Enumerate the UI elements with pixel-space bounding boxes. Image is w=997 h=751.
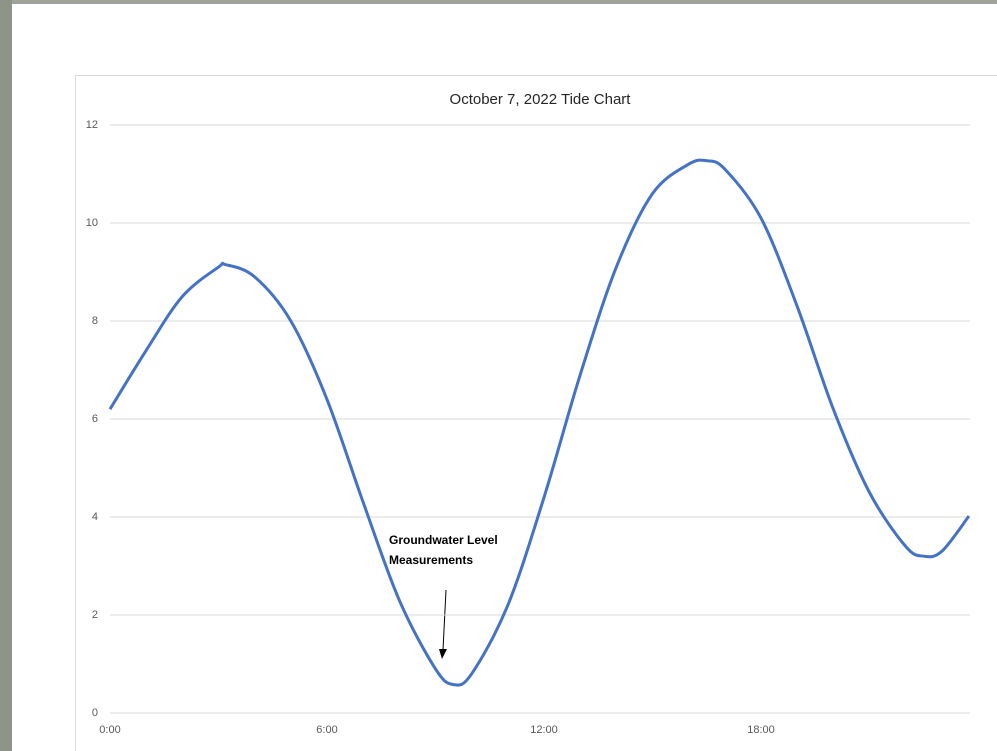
- y-tick-label: 12: [86, 119, 98, 131]
- x-tick-label: 18:00: [747, 724, 775, 736]
- y-tick-label: 4: [92, 511, 98, 523]
- background-photo: [0, 0, 12, 751]
- page: {"chart_data": {"type": "line", "title":…: [0, 0, 997, 751]
- x-tick-label: 0:00: [99, 724, 120, 736]
- y-tick-label: 6: [92, 413, 98, 425]
- annotation: Groundwater Level: [389, 533, 498, 547]
- chart-title: October 7, 2022 Tide Chart: [450, 91, 632, 108]
- y-tick-label: 2: [92, 609, 98, 621]
- y-tick-label: 10: [86, 217, 98, 229]
- chart-area: [76, 76, 997, 751]
- x-tick-label: 6:00: [316, 724, 337, 736]
- y-tick-label: 0: [92, 707, 98, 719]
- chart: October 7, 2022 Tide Chart Groundwater L…: [0, 0, 997, 751]
- y-tick-label: 8: [92, 315, 98, 327]
- annotation: Measurements: [389, 553, 473, 567]
- background-photo-top: [12, 0, 997, 4]
- x-tick-label: 12:00: [530, 724, 558, 736]
